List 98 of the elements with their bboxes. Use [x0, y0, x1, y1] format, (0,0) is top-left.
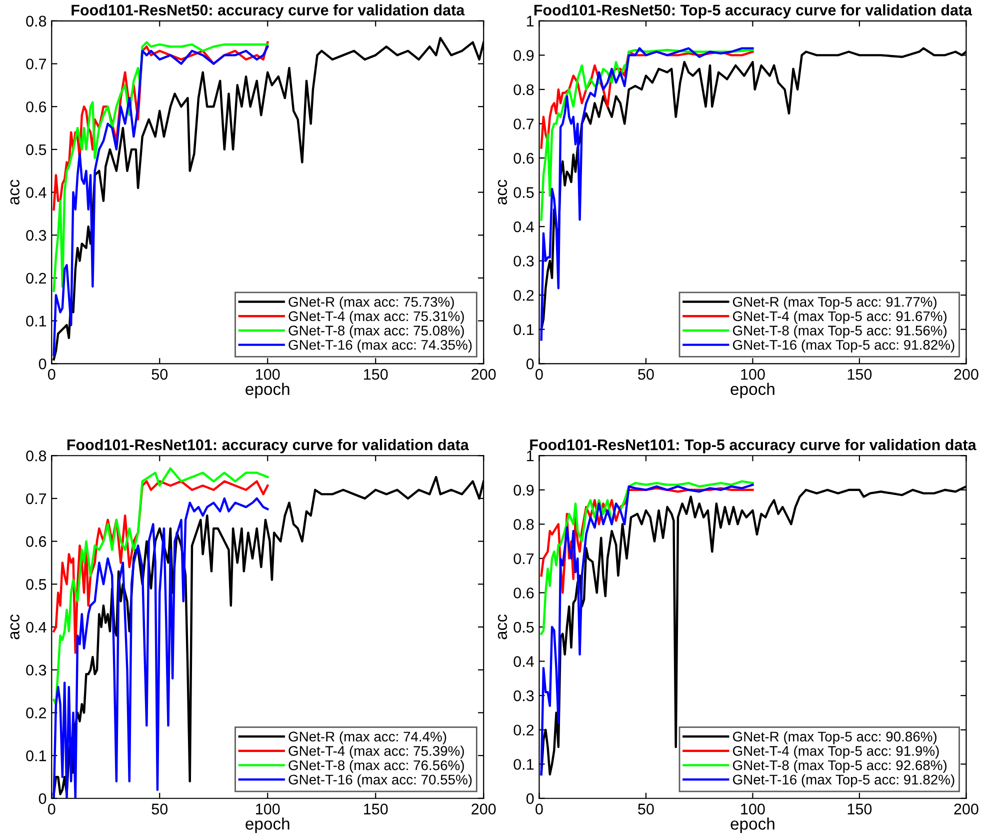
legend-label: GNet-T-4 (max Top-5 acc: 91.67%): [732, 310, 947, 324]
x-tick-label: 200: [472, 804, 496, 814]
x-tick-label: 50: [152, 368, 168, 380]
x-tick-label: 100: [256, 368, 280, 380]
x-tick-label: 200: [954, 368, 978, 380]
legend-label: GNet-T-4 (max Top-5 acc: 91.9%): [732, 746, 939, 759]
y-tick-label: 0.9: [514, 50, 534, 61]
y-tick-label: 0: [38, 358, 46, 370]
y-tick-label: 0.2: [514, 724, 534, 736]
legend-label: GNet-T-16 (max Top-5 acc: 91.82%): [732, 774, 954, 788]
y-tick-label: 0.8: [26, 16, 46, 27]
legend-label: GNet-T-8 (max acc: 76.56%): [288, 760, 464, 773]
y-tick-label: 0.1: [514, 324, 534, 336]
legend-label: GNet-T-16 (max Top-5 acc: 91.82%): [732, 340, 954, 353]
x-tick-label: 0: [48, 368, 56, 380]
y-axis-title: acc: [498, 614, 508, 640]
y-tick-label: 0.7: [26, 493, 46, 504]
x-tick-label: 200: [472, 368, 496, 380]
y-tick-label: 0.5: [26, 579, 46, 590]
y-tick-label: 0: [526, 793, 534, 804]
y-tick-label: 0.2: [514, 290, 534, 301]
x-tick-label: 0: [536, 804, 543, 814]
line-series: [540, 50, 754, 149]
y-tick-label: 0.8: [514, 519, 534, 530]
y-tick-label: 0.1: [26, 316, 46, 326]
x-tick-label: 150: [848, 368, 872, 380]
y-tick-label: 0: [526, 358, 534, 370]
y-tick-label: 0.3: [514, 256, 534, 267]
legend-label: GNet-T-16 (max acc: 70.55%): [288, 774, 472, 788]
y-axis-title: acc: [498, 180, 508, 205]
y-tick-label: 0.5: [514, 622, 534, 633]
y-tick-label: 0: [38, 793, 46, 804]
y-tick-label: 0.1: [26, 750, 46, 762]
y-tick-label: 1: [527, 450, 534, 462]
chart-title: Food101-ResNet50: accuracy curve for validation data: [72, 4, 465, 19]
y-axis-title: acc: [10, 614, 20, 640]
y-tick-label: 0.5: [514, 187, 534, 198]
legend-label: GNet-R (max Top-5 acc: 90.86%): [732, 731, 936, 744]
x-axis-title: epoch: [246, 817, 290, 834]
line-series: [52, 480, 269, 654]
x-tick-label: 50: [638, 368, 654, 380]
legend-label: GNet-R (max acc: 74.4%): [288, 731, 446, 744]
legend-label: GNet-T-8 (max acc: 75.08%): [288, 325, 464, 338]
x-tick-label: 0: [48, 804, 56, 814]
y-tick-label: 0.8: [514, 84, 534, 96]
y-tick-label: 0.3: [26, 664, 46, 676]
chart-title: Food101-ResNet50: Top-5 accuracy curve for validation data: [534, 4, 972, 19]
y-tick-label: 0.6: [514, 152, 534, 164]
y-tick-label: 0.6: [26, 536, 46, 547]
y-tick-label: 0.2: [26, 708, 46, 718]
x-tick-label: 150: [364, 804, 388, 814]
chart-title: Food101-ResNet101: accuracy curve for validation data: [67, 438, 469, 454]
x-tick-label: 100: [741, 804, 765, 814]
legend-label: GNet-T-4 (max acc: 75.31%): [288, 310, 464, 324]
line-series: [540, 480, 754, 635]
legend-label: GNet-T-16 (max acc: 74.35%): [288, 340, 472, 353]
y-tick-label: 0.6: [26, 101, 46, 112]
line-series: [52, 467, 269, 706]
y-tick-label: 0.6: [514, 588, 534, 598]
chart-title: Food101-ResNet101: Top-5 accuracy curve for validation data: [530, 438, 976, 454]
line-series: [540, 487, 754, 594]
y-tick-label: 0.9: [514, 484, 534, 496]
y-tick-label: 0.4: [26, 622, 46, 633]
x-tick-label: 150: [364, 368, 388, 380]
y-tick-label: 0.8: [26, 450, 46, 462]
y-tick-label: 0.4: [514, 221, 534, 232]
y-tick-label: 0.7: [514, 118, 534, 130]
y-tick-label: 0.1: [514, 758, 534, 770]
legend-label: GNet-T-8 (max Top-5 acc: 91.56%): [732, 325, 947, 338]
line-series: [52, 41, 269, 211]
y-tick-label: 0.2: [26, 272, 46, 284]
legend-label: GNet-T-8 (max Top-5 acc: 92.68%): [732, 760, 947, 773]
x-axis-title: epoch: [246, 382, 290, 398]
line-series: [52, 497, 269, 798]
x-axis-title: epoch: [730, 817, 774, 834]
line-series: [540, 48, 754, 221]
y-axis-title: acc: [10, 180, 20, 205]
x-axis-title: epoch: [730, 382, 774, 398]
y-tick-label: 0.4: [26, 187, 46, 198]
y-tick-label: 1: [527, 16, 534, 26]
x-tick-label: 200: [954, 804, 978, 814]
y-tick-label: 0.7: [514, 553, 534, 564]
legend-label: GNet-R (max Top-5 acc: 91.77%): [732, 296, 936, 310]
x-tick-label: 50: [152, 804, 168, 814]
x-tick-label: 150: [848, 804, 872, 814]
x-tick-label: 0: [536, 368, 543, 380]
x-tick-label: 100: [741, 368, 765, 380]
x-tick-label: 100: [256, 804, 280, 814]
line-series: [52, 41, 269, 292]
x-tick-label: 50: [638, 804, 654, 814]
legend-label: GNet-R (max acc: 75.73%): [288, 296, 454, 310]
y-tick-label: 0.4: [514, 656, 534, 667]
line-series: [52, 45, 269, 356]
y-tick-label: 0.7: [26, 58, 46, 70]
y-tick-label: 0.5: [26, 144, 46, 156]
legend-label: GNet-T-4 (max acc: 75.39%): [288, 746, 464, 759]
y-tick-label: 0.3: [26, 230, 46, 241]
y-tick-label: 0.3: [514, 690, 534, 702]
